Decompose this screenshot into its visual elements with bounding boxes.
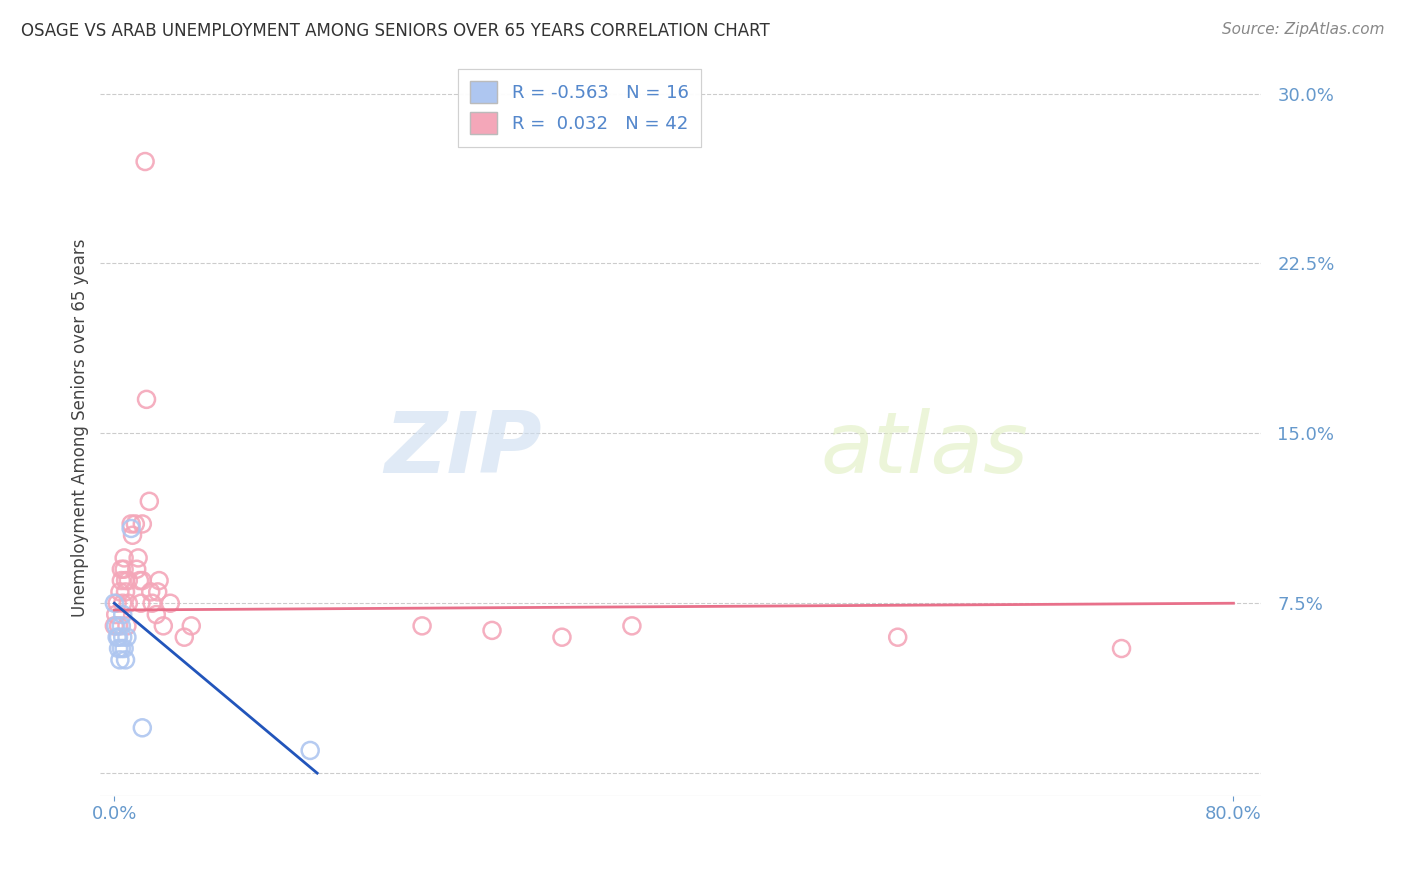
Point — [1111, 641, 1133, 656]
Point — [111, 596, 134, 610]
Point — [103, 596, 125, 610]
Point — [104, 619, 127, 633]
Point — [886, 630, 908, 644]
Point — [103, 619, 125, 633]
Point — [108, 653, 131, 667]
Point — [105, 630, 128, 644]
Point — [114, 585, 136, 599]
Text: OSAGE VS ARAB UNEMPLOYMENT AMONG SENIORS OVER 65 YEARS CORRELATION CHART: OSAGE VS ARAB UNEMPLOYMENT AMONG SENIORS… — [21, 22, 770, 40]
Point — [129, 596, 152, 610]
Point — [112, 641, 135, 656]
Point — [159, 596, 181, 610]
Point — [173, 630, 195, 644]
Point — [145, 607, 167, 622]
Point — [110, 619, 132, 633]
Point — [111, 607, 134, 622]
Point — [125, 562, 148, 576]
Point — [112, 550, 135, 565]
Point — [120, 516, 142, 531]
Point — [481, 624, 503, 638]
Point — [180, 619, 202, 633]
Point — [110, 574, 132, 588]
Text: ZIP: ZIP — [384, 409, 541, 491]
Point — [135, 392, 157, 407]
Point — [299, 743, 322, 757]
Point — [127, 550, 149, 565]
Point — [105, 596, 128, 610]
Y-axis label: Unemployment Among Seniors over 65 years: Unemployment Among Seniors over 65 years — [72, 238, 89, 617]
Point — [138, 494, 160, 508]
Point — [115, 630, 138, 644]
Legend: R = -0.563   N = 16, R =  0.032   N = 42: R = -0.563 N = 16, R = 0.032 N = 42 — [458, 69, 702, 147]
Point — [117, 574, 139, 588]
Point — [107, 619, 129, 633]
Point — [111, 630, 134, 644]
Point — [620, 619, 643, 633]
Point — [128, 574, 150, 588]
Point — [148, 574, 170, 588]
Point — [115, 619, 138, 633]
Point — [131, 574, 153, 588]
Point — [117, 596, 139, 610]
Point — [121, 528, 143, 542]
Point — [107, 641, 129, 656]
Point — [146, 585, 169, 599]
Point — [139, 585, 162, 599]
Point — [110, 641, 132, 656]
Text: Source: ZipAtlas.com: Source: ZipAtlas.com — [1222, 22, 1385, 37]
Point — [134, 154, 156, 169]
Point — [104, 607, 127, 622]
Point — [131, 721, 153, 735]
Point — [110, 562, 132, 576]
Point — [114, 574, 136, 588]
Point — [112, 562, 135, 576]
Point — [411, 619, 433, 633]
Point — [131, 516, 153, 531]
Point — [120, 521, 142, 535]
Point — [107, 630, 129, 644]
Point — [124, 516, 146, 531]
Point — [141, 596, 163, 610]
Point — [114, 653, 136, 667]
Text: atlas: atlas — [820, 409, 1028, 491]
Point — [551, 630, 574, 644]
Point — [108, 585, 131, 599]
Point — [152, 619, 174, 633]
